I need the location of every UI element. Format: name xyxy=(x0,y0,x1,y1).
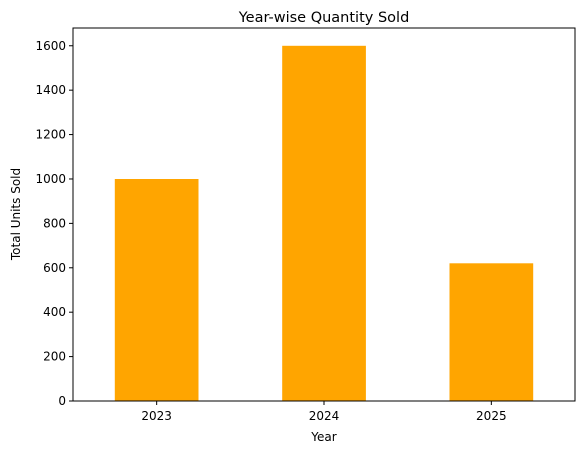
y-tick-label-800: 800 xyxy=(43,216,66,230)
y-axis-ticks: 0 200 400 600 800 1000 1200 1400 1600 xyxy=(35,39,73,408)
x-tick-label-2024: 2024 xyxy=(309,409,340,423)
y-tick-label-1200: 1200 xyxy=(35,128,66,142)
y-tick-label-200: 200 xyxy=(43,350,66,364)
bar-2024 xyxy=(282,45,366,402)
bars-group xyxy=(114,45,534,402)
y-tick-label-1600: 1600 xyxy=(35,39,66,53)
bar-2023 xyxy=(114,179,199,401)
bar-2025 xyxy=(449,263,534,401)
y-tick-label-1000: 1000 xyxy=(35,172,66,186)
y-axis-label: Total Units Sold xyxy=(9,168,23,261)
y-tick-label-1400: 1400 xyxy=(35,83,66,97)
y-tick-label-0: 0 xyxy=(58,394,66,408)
x-axis-label: Year xyxy=(310,430,336,444)
x-tick-label-2023: 2023 xyxy=(141,409,172,423)
chart-title: Year-wise Quantity Sold xyxy=(238,10,410,26)
y-tick-label-600: 600 xyxy=(43,261,66,275)
plot-frame xyxy=(72,27,576,402)
x-axis-ticks: 2023 2024 2025 xyxy=(141,401,507,423)
x-tick-label-2025: 2025 xyxy=(476,409,507,423)
y-tick-label-400: 400 xyxy=(43,305,66,319)
